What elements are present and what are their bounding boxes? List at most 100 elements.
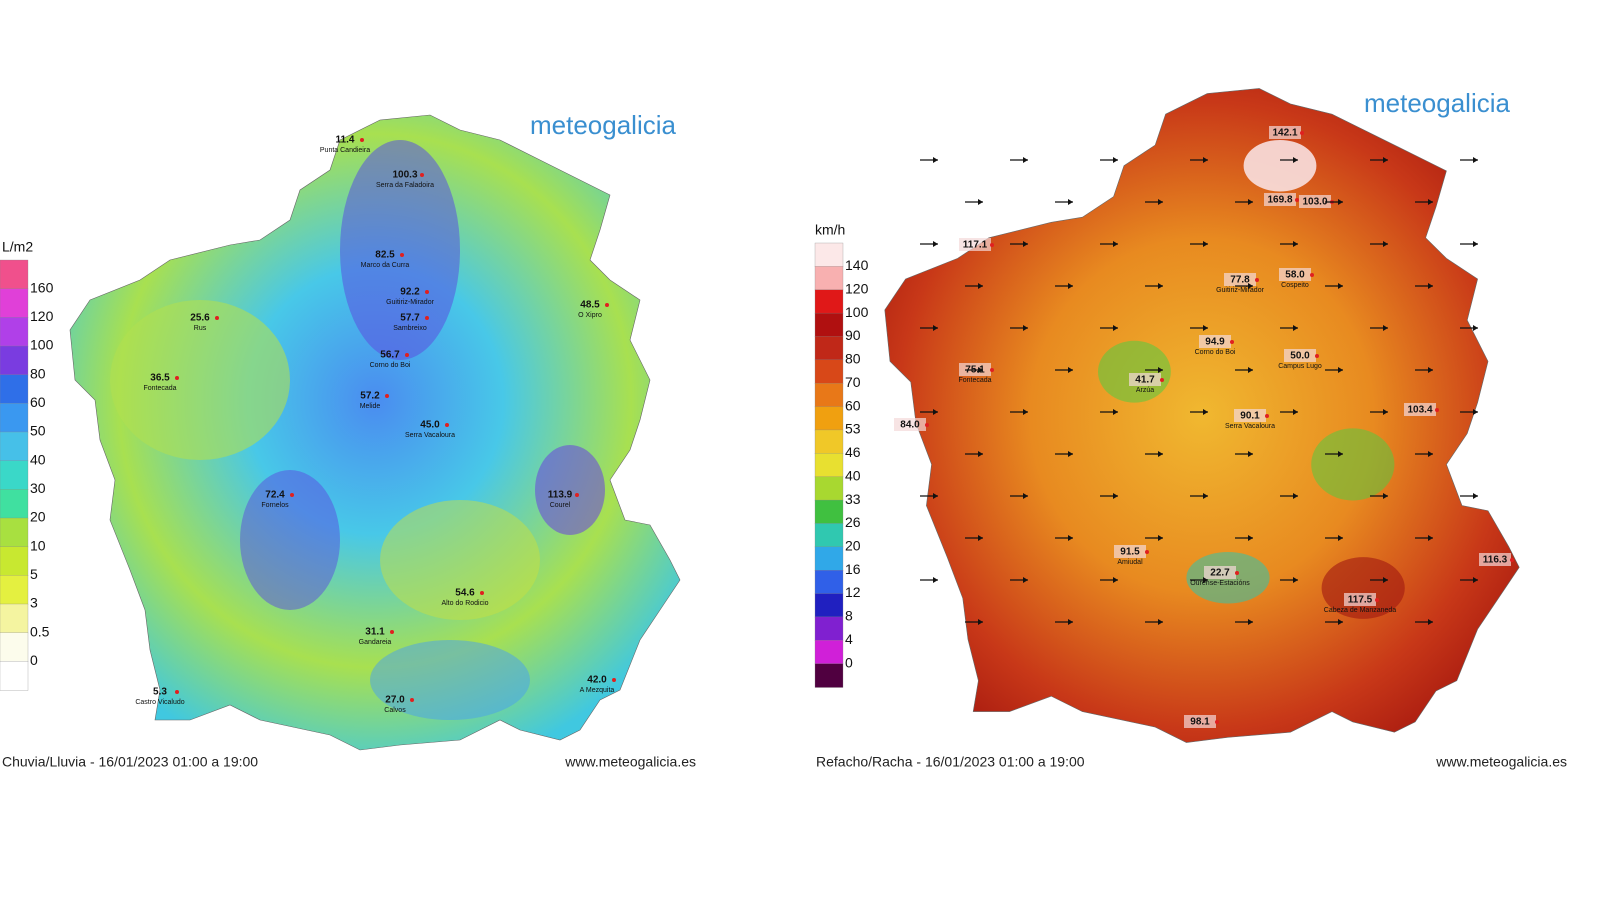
logo: meteogalicia [530,110,677,140]
wind-arrow-head [1293,409,1298,415]
legend-swatch [814,453,844,478]
wind-arrow-head [1068,367,1073,373]
station-name: Serra Vacaloura [1225,423,1275,430]
station-dot [1235,571,1239,575]
wind-arrow-head [1473,409,1478,415]
station-box [1284,349,1316,362]
wind-arrow-head [1428,199,1433,205]
station-value: 57.7 [400,313,420,324]
station-box [1129,373,1161,386]
station-name: Cospeito [1281,282,1309,289]
wind-arrow-head [1023,325,1028,331]
station-dot [290,493,294,497]
wind-arrow-head [1248,535,1253,541]
station-dot [405,353,409,357]
station-box [1204,566,1236,579]
wind-arrow-head [933,157,938,163]
station-name: Guitiriz-Mirador [1216,287,1265,294]
station-box [1234,409,1266,422]
wind-arrow-head [1158,199,1163,205]
legend-label: 26 [845,514,861,530]
caption: Chuvia/Lluvia - 16/01/2023 01:00 a 19:00 [2,754,258,770]
station-box [1404,403,1436,416]
station-name: Corno do Boi [1195,349,1236,356]
station-dot [1265,414,1269,418]
wind-arrow-head [1203,409,1208,415]
wind-arrow-head [1383,577,1388,583]
legend-label: 120 [30,308,54,324]
station-dot [175,690,179,694]
wind-arrow-head [1068,619,1073,625]
legend-label: 80 [845,351,861,367]
legend-swatch [814,570,844,595]
wind-arrow-head [1293,325,1298,331]
station-value: 41.7 [1135,375,1155,386]
wind-arrow-head [1473,493,1478,499]
wind-arrow-head [1203,577,1208,583]
wind-arrow-head [1338,283,1343,289]
station-dot [990,368,994,372]
legend-label: 20 [845,537,861,553]
wind-arrow-head [1383,409,1388,415]
station-value: 5.3 [153,687,167,698]
station-dot [425,316,429,320]
station-value: 117.1 [963,240,988,251]
wind-arrow-head [1158,535,1163,541]
station-name: Ourense-Estacións [1190,580,1250,587]
wind-arrow-head [1473,241,1478,247]
station-value: 57.2 [360,391,380,402]
logo: meteogalicia [1364,88,1511,118]
station-dot [1375,598,1379,602]
legend-swatch [0,374,29,404]
station-value: 117.5 [1348,595,1373,606]
station-box [1114,545,1146,558]
station-value: 45.0 [420,420,440,431]
wind-arrow-head [1248,199,1253,205]
station-value: 58.0 [1285,270,1305,281]
station-dot [925,423,929,427]
station-box [894,418,926,431]
legend-swatch [814,336,844,361]
wind-arrow-head [1158,283,1163,289]
wind-arrow-head [1473,325,1478,331]
legend-label: 0 [845,654,853,670]
legend-swatch [814,616,844,641]
wind-arrow-head [1023,157,1028,163]
station-value: 42.0 [587,675,607,686]
legend-unit: km/h [815,222,845,238]
station-box [1184,715,1216,728]
wind-arrow-head [1293,493,1298,499]
wind-arrow-head [1383,157,1388,163]
rain-map [69,114,681,751]
station-dot [385,394,389,398]
wind-arrow-head [1203,157,1208,163]
wind-arrow-head [1428,451,1433,457]
legend-label: 80 [30,365,46,381]
legend-swatch [814,663,844,688]
wind-arrow-head [978,283,983,289]
station-value: 72.4 [265,490,285,501]
legend-swatch [814,499,844,525]
legend-swatch [814,383,844,408]
wind-arrow-head [1203,325,1208,331]
gust-map [884,87,1520,744]
wind-arrow-head [1068,535,1073,541]
wind-arrow-head [1338,451,1343,457]
station-name: Fontecada [958,377,991,384]
wind-arrow-head [1248,367,1253,373]
legend-label: 16 [845,561,861,577]
legend-label: 12 [845,584,861,600]
legend-swatch [0,489,29,519]
station-value: 98.1 [1190,717,1210,728]
wind-arrow-head [1383,325,1388,331]
legend-swatch [0,317,29,347]
legend-swatch [0,460,29,490]
wind-arrow-head [1383,493,1388,499]
station-dot [575,493,579,497]
wind-arrow-head [1338,535,1343,541]
wind-arrow-head [1248,451,1253,457]
station-dot [1300,131,1304,135]
wind-arrow-head [1113,325,1118,331]
wind-arrow-head [1023,493,1028,499]
